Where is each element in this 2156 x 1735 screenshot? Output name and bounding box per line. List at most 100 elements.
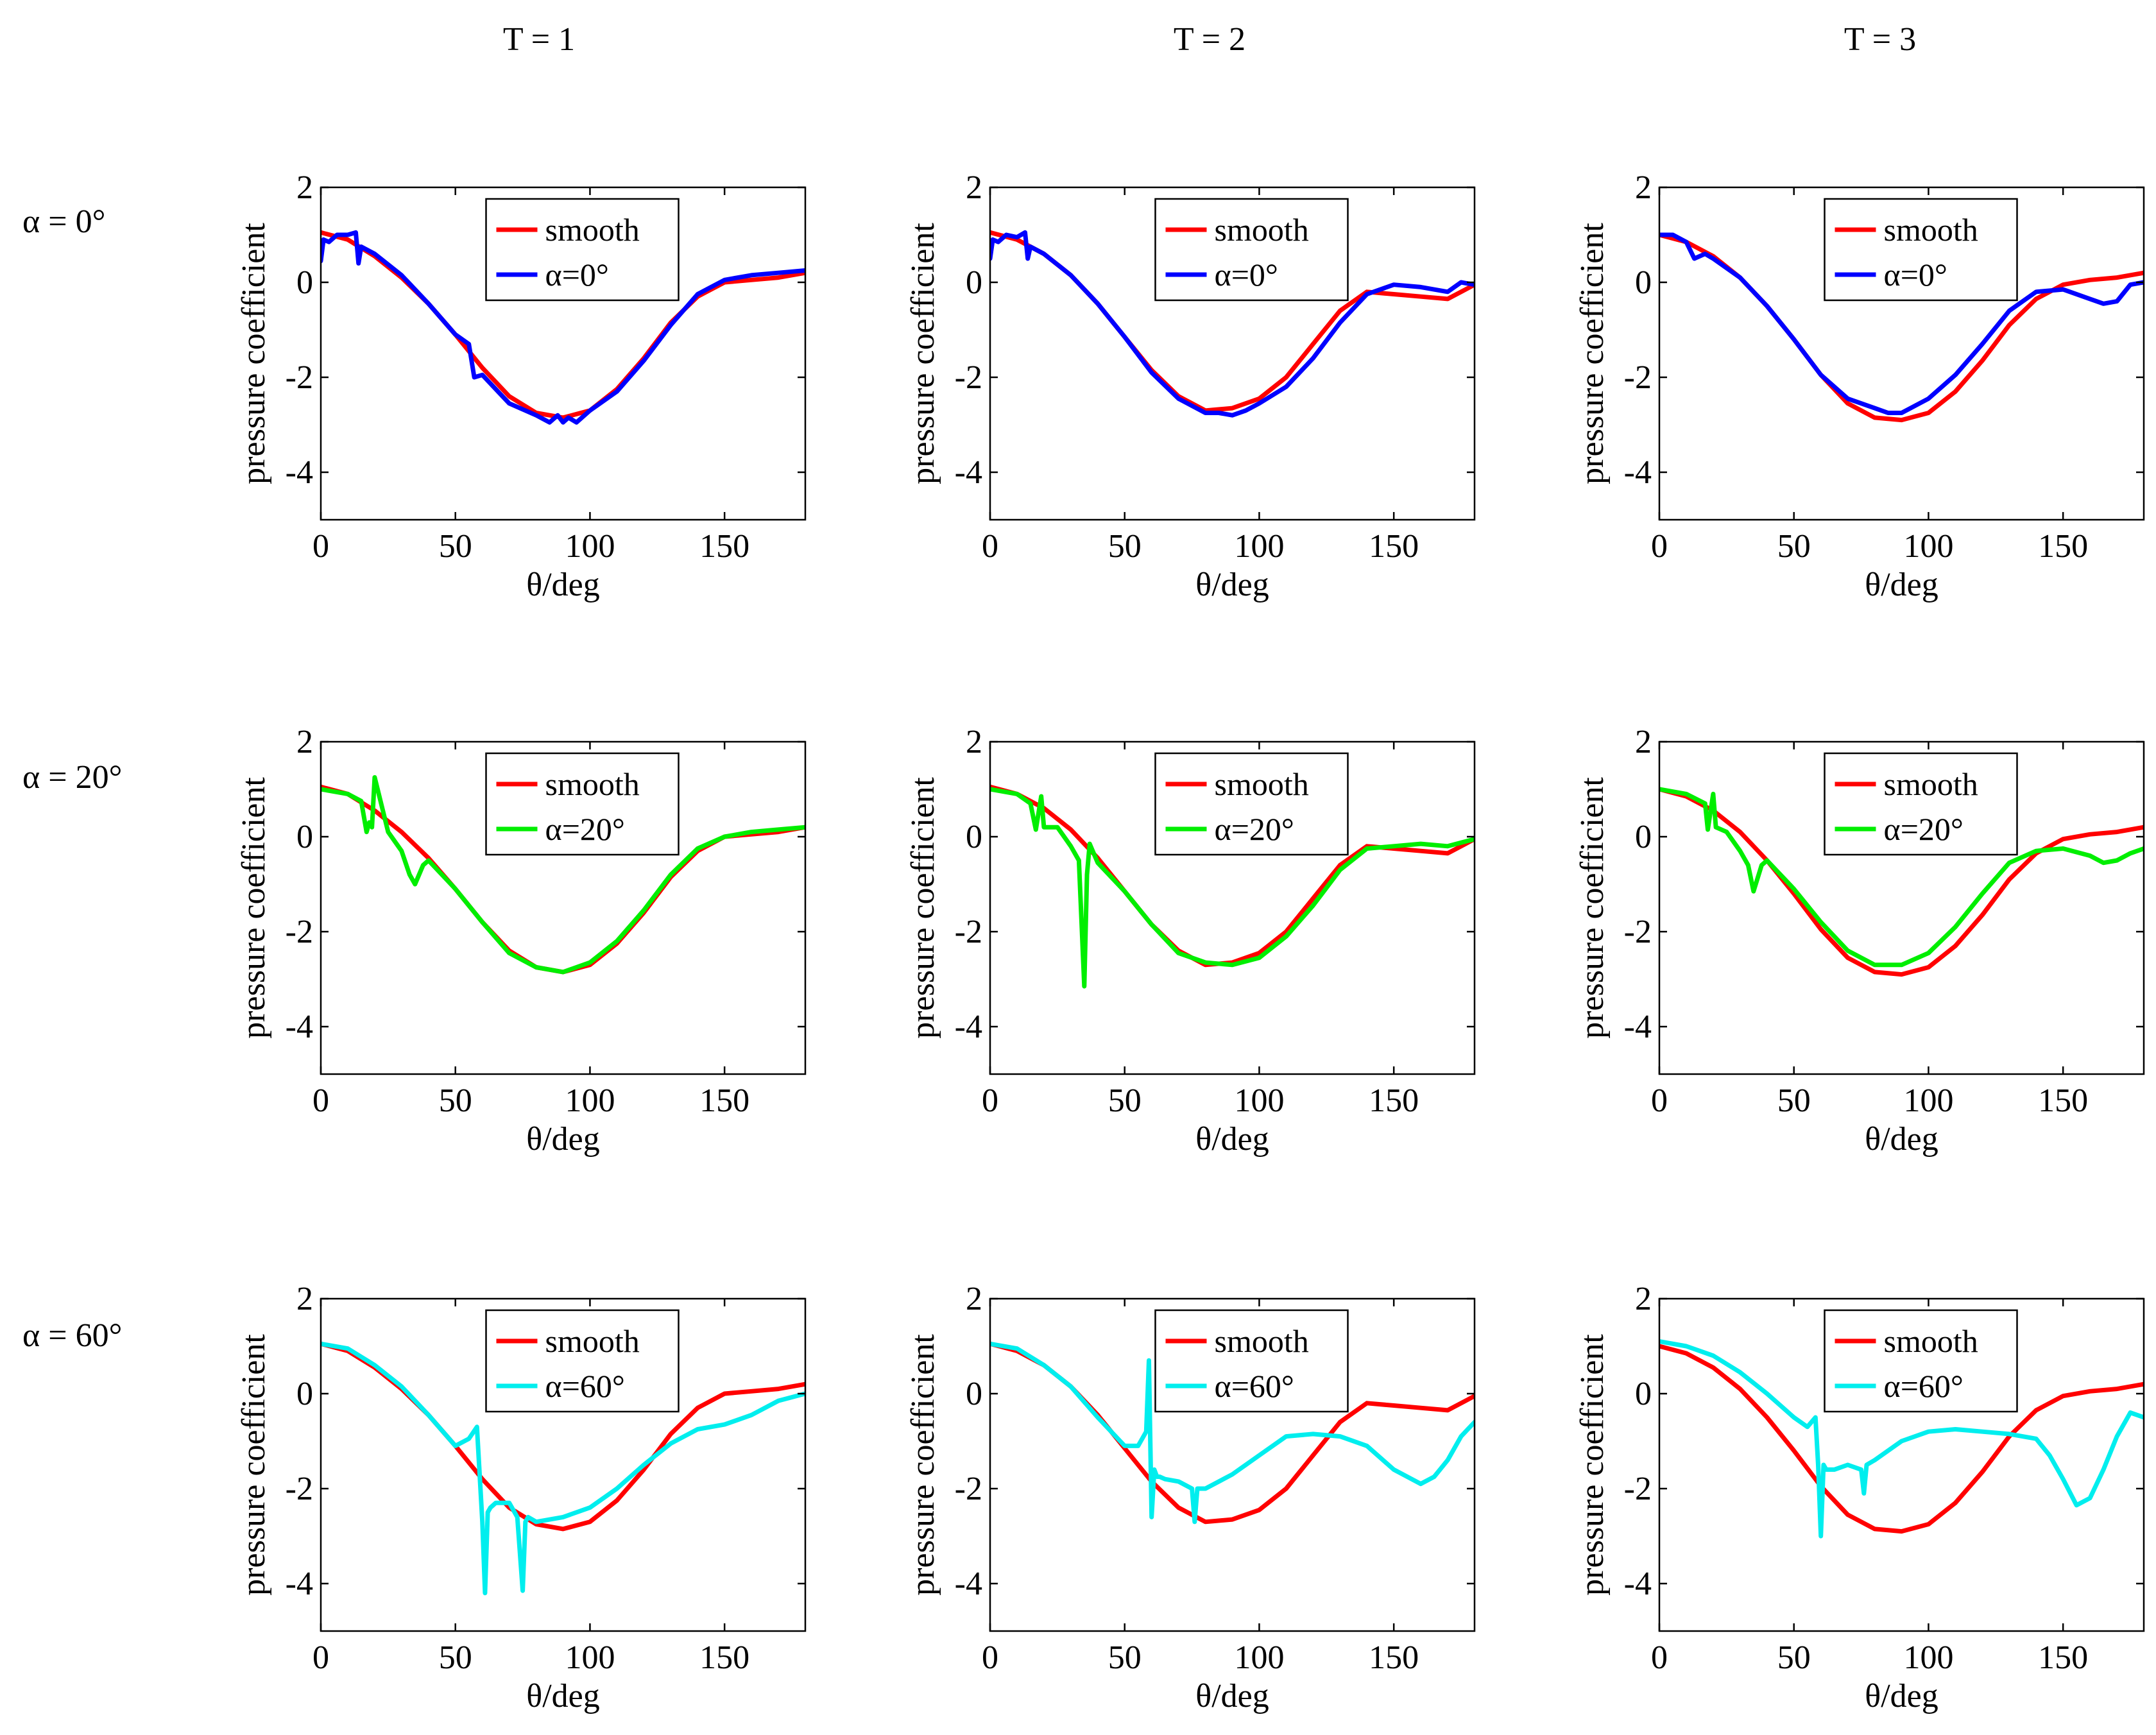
x-axis-label: θ/deg	[1865, 1121, 1938, 1158]
y-tick-label: -2	[286, 1471, 313, 1507]
series-line-smooth	[1659, 1344, 2144, 1534]
plot-frame	[320, 1297, 807, 1632]
x-tick-label: 150	[2038, 1639, 2088, 1676]
column-header-t3: T = 3	[1844, 21, 1916, 58]
y-tick-label: -4	[286, 1009, 313, 1045]
y-tick-label: -2	[955, 359, 982, 396]
y-tick-label: -4	[286, 1566, 313, 1602]
y-axis-label: pressure coefficient	[1574, 1334, 1611, 1596]
x-tick-label: 0	[982, 528, 998, 565]
y-tick-label: -2	[1624, 1471, 1652, 1507]
y-axis-label: pressure coefficient	[235, 1334, 272, 1596]
y-axis-label: pressure coefficient	[1574, 777, 1611, 1039]
y-axis-label: pressure coefficient	[235, 223, 272, 484]
series-group	[990, 784, 1475, 989]
legend-box	[485, 752, 680, 856]
x-tick-label: 100	[1234, 528, 1284, 565]
plot-frame	[1658, 740, 2145, 1075]
plot-frame	[989, 1297, 1476, 1632]
x-tick-label: 150	[699, 528, 749, 565]
legend-box	[1824, 198, 2018, 302]
y-axis-label: pressure coefficient	[905, 1334, 941, 1596]
row-labels: α = 0° α = 20° α = 60°	[22, 203, 122, 1354]
x-axis-label: θ/deg	[1865, 567, 1938, 603]
legend-label: smooth	[1884, 766, 1978, 802]
x-tick-label: 0	[312, 528, 329, 565]
legend-label: α=0°	[1884, 257, 1947, 293]
y-tick-label: -4	[955, 454, 982, 491]
legend-box	[485, 198, 680, 302]
x-tick-label: 100	[565, 1639, 615, 1676]
y-tick-label: 2	[1635, 1281, 1652, 1317]
x-tick-label: 0	[312, 1082, 329, 1119]
legend: smooth α=0°	[485, 198, 680, 302]
legend-label: smooth	[1215, 212, 1309, 248]
legend-label: smooth	[1884, 1323, 1978, 1359]
plot-frame	[1658, 1297, 2145, 1632]
legend-box	[1154, 752, 1349, 856]
legend: smooth α=0°	[1154, 198, 1349, 302]
panel-r1-c1: 0 50 100 150 2 0 -2 -4 θ/deg pressure coefficient…	[235, 169, 807, 603]
series-line-alpha	[321, 1341, 805, 1596]
column-headers: T = 1 T = 2 T = 3	[503, 21, 1916, 58]
panel-r2-c3: 0 50 100 150 2 0 -2 -4 θ/deg pressure coefficient…	[1574, 724, 2145, 1158]
series-group	[321, 775, 805, 975]
x-tick-label: 150	[2038, 1082, 2088, 1119]
y-tick-label: 0	[966, 264, 982, 301]
series-line-smooth	[990, 784, 1475, 968]
x-tick-label: 150	[1369, 1082, 1419, 1119]
y-tick-label: 0	[1635, 264, 1652, 301]
x-tick-label: 150	[1369, 1639, 1419, 1676]
x-tick-label: 100	[1234, 1082, 1284, 1119]
y-tick-label: 0	[296, 1376, 313, 1412]
x-axis-label: θ/deg	[526, 1121, 599, 1158]
y-tick-label: 2	[1635, 724, 1652, 760]
y-tick-label: 2	[296, 1281, 313, 1317]
legend: smooth α=60°	[485, 1309, 680, 1413]
panel-r2-c2: 0 50 100 150 2 0 -2 -4 θ/deg pressure coefficient…	[905, 724, 1476, 1158]
legend-label: α=0°	[545, 257, 609, 293]
x-tick-label: 100	[1234, 1639, 1284, 1676]
legend-label: α=20°	[545, 811, 625, 847]
y-tick-label: -2	[286, 359, 313, 396]
legend-label: smooth	[1215, 1323, 1309, 1359]
x-tick-label: 50	[1777, 1639, 1811, 1676]
x-axis-label: θ/deg	[526, 567, 599, 603]
plot-frame	[1658, 186, 2145, 521]
x-axis-label: θ/deg	[1195, 1678, 1269, 1714]
y-tick-label: -4	[1624, 1566, 1652, 1602]
x-tick-label: 150	[699, 1639, 749, 1676]
x-axis-label: θ/deg	[526, 1678, 599, 1714]
plot-frame	[989, 740, 1476, 1075]
x-tick-label: 50	[439, 528, 472, 565]
y-tick-label: -4	[955, 1009, 982, 1045]
legend-box	[1824, 1309, 2018, 1413]
column-header-t2: T = 2	[1174, 21, 1245, 58]
y-tick-label: 0	[1635, 1376, 1652, 1412]
y-tick-label: -2	[1624, 914, 1652, 950]
panel-r3-c1: 0 50 100 150 2 0 -2 -4 θ/deg pressure coefficient…	[235, 1281, 807, 1714]
x-tick-label: 50	[1108, 1639, 1142, 1676]
plot-frame	[320, 740, 807, 1075]
y-axis-label: pressure coefficient	[1574, 223, 1611, 484]
x-tick-label: 0	[982, 1639, 998, 1676]
legend-label: smooth	[1884, 212, 1978, 248]
series-group	[1659, 232, 2144, 423]
legend-label: α=0°	[1215, 257, 1278, 293]
series-line-alpha	[990, 1341, 1475, 1525]
panels: 0 50 100 150 2 0 -2 -4 θ/deg pressure coefficient…	[235, 169, 2145, 1714]
legend-label: α=20°	[1884, 811, 1964, 847]
y-tick-label: -2	[955, 1471, 982, 1507]
legend-box	[1154, 1309, 1349, 1413]
y-tick-label: -4	[1624, 454, 1652, 491]
y-tick-label: 0	[1635, 819, 1652, 855]
x-tick-label: 0	[1651, 1082, 1668, 1119]
x-tick-label: 100	[565, 1082, 615, 1119]
y-tick-label: 2	[966, 169, 982, 206]
legend: smooth α=20°	[485, 752, 680, 856]
panel-r2-c1: 0 50 100 150 2 0 -2 -4 θ/deg pressure coefficient…	[235, 724, 807, 1158]
series-line-alpha	[990, 787, 1475, 989]
panel-r3-c2: 0 50 100 150 2 0 -2 -4 θ/deg pressure coefficient…	[905, 1281, 1476, 1714]
legend: smooth α=60°	[1154, 1309, 1349, 1413]
